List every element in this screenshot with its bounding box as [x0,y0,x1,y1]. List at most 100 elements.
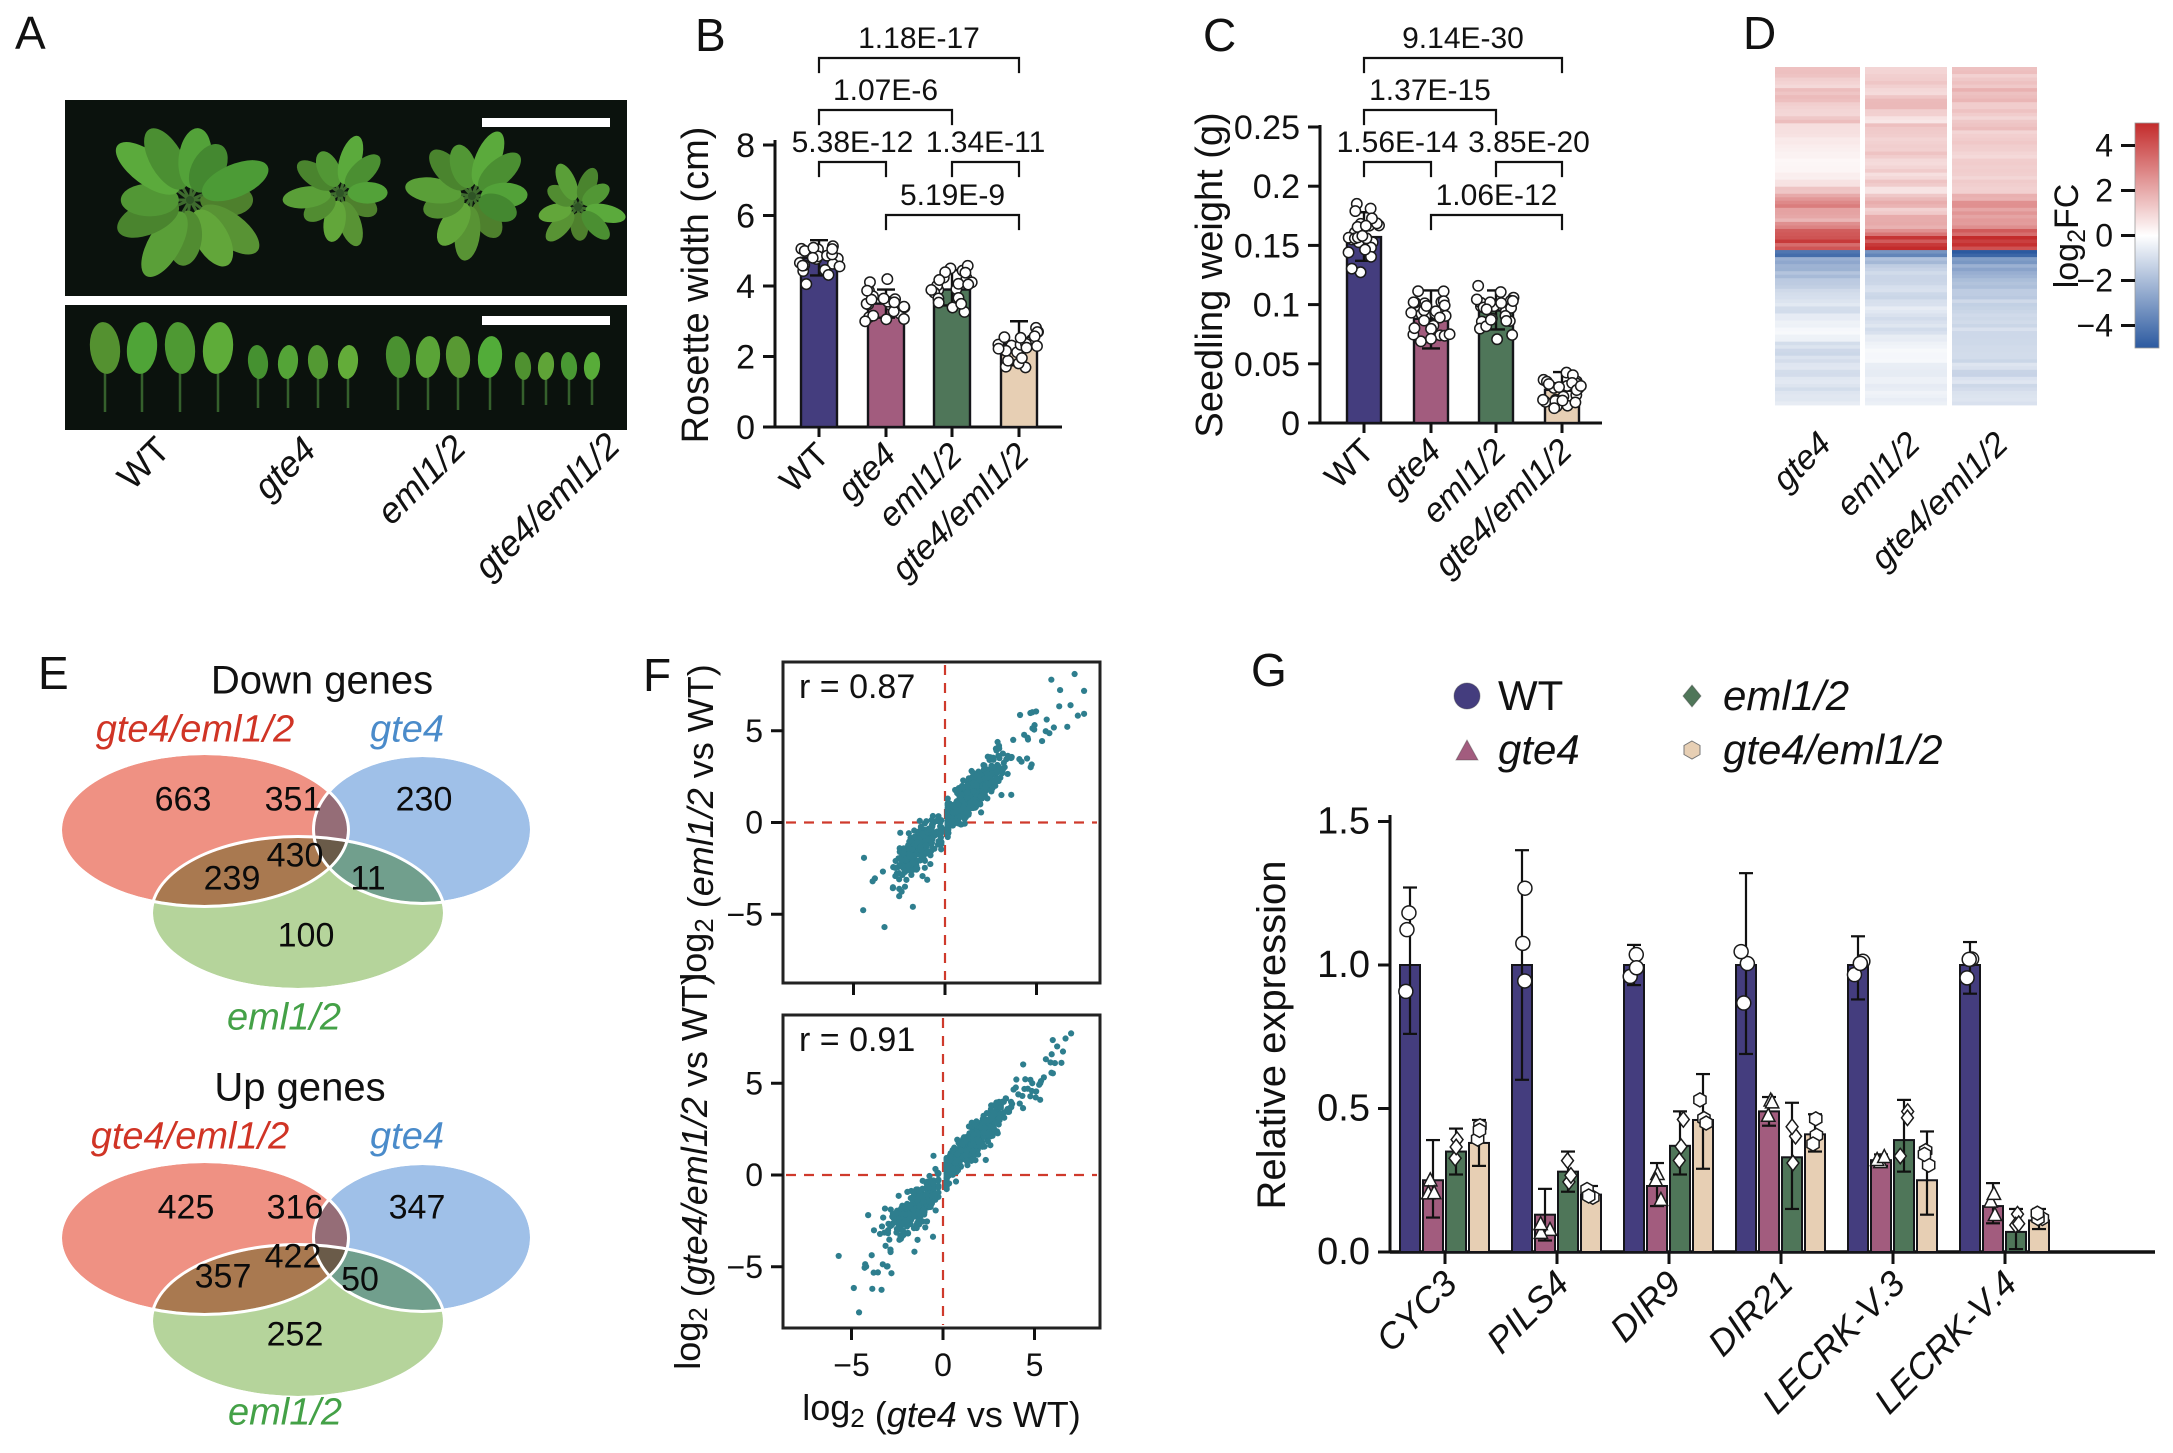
svg-text:log2FC: log2FC [2048,184,2091,289]
svg-text:1.0: 1.0 [1317,944,1370,986]
svg-text:Relative expression: Relative expression [1250,860,1294,1209]
venn-count: 425 [157,1188,215,1227]
panel-f-letter: F [643,649,672,701]
venn-down-title: Down genes [210,658,434,703]
svg-text:gte4/eml1/2: gte4/eml1/2 [466,425,628,587]
venn-down-set-gte4: gte4 [370,708,444,751]
svg-text:0.25: 0.25 [1234,109,1300,147]
panel-d-letter: D [1743,7,1777,59]
svg-text:0: 0 [745,1157,763,1193]
svg-text:gte4: gte4 [1765,425,1839,499]
legend-item-gte4eml12: gte4/eml1/2 [1677,726,1942,774]
svg-text:DIR9: DIR9 [1602,1263,1689,1350]
venn-count: 347 [388,1188,446,1227]
svg-text:0.1: 0.1 [1253,287,1300,325]
svg-text:PILS4: PILS4 [1478,1263,1576,1361]
wt-circle-icon [1453,682,1481,710]
venn-count: 230 [395,780,453,819]
svg-text:5: 5 [745,1065,763,1101]
svg-text:1.37E-15: 1.37E-15 [1369,74,1491,107]
venn-count: 100 [277,916,335,955]
svg-text:CYC3: CYC3 [1368,1263,1465,1360]
svg-text:2: 2 [2095,173,2113,209]
legend-item-gte4: gte4 [1452,726,1580,774]
venn-ring-C [150,835,446,991]
legend-label: gte4 [1498,726,1580,773]
svg-text:−5: −5 [727,896,763,932]
panel-c-letter: C [1203,9,1237,61]
venn-count: 357 [194,1257,252,1296]
svg-text:WT: WT [1317,432,1381,496]
svg-text:r = 0.91: r = 0.91 [799,1021,915,1059]
venn-down-set-gte4eml12: gte4/eml1/2 [95,708,295,751]
venn-up-set-gte4: gte4 [370,1115,444,1158]
venn-count: 430 [266,836,324,875]
svg-text:−4: −4 [2077,308,2113,344]
venn-count: 316 [266,1188,324,1227]
eml12-diamond-icon [1682,684,1702,708]
svg-text:5: 5 [1026,1347,1044,1383]
svg-text:8: 8 [736,127,755,165]
svg-text:5: 5 [745,713,763,749]
svg-text:WT: WT [109,429,178,498]
legend-label: gte4/eml1/2 [1723,726,1943,773]
venn-count: 50 [341,1260,379,1299]
venn-count: 663 [154,780,212,819]
svg-text:5.38E-12: 5.38E-12 [792,126,914,159]
svg-text:r = 0.87: r = 0.87 [799,668,915,706]
svg-text:1.5: 1.5 [1317,801,1370,843]
svg-text:0: 0 [745,805,763,841]
svg-text:Rosette width (cm): Rosette width (cm) [675,127,717,444]
venn-count: 422 [264,1237,322,1276]
svg-text:1.18E-17: 1.18E-17 [858,22,980,55]
svg-text:5.19E-9: 5.19E-9 [900,179,1005,212]
svg-text:2: 2 [736,339,755,377]
svg-text:6: 6 [736,198,755,236]
panel-e-letter: E [38,647,69,699]
svg-text:1.34E-11: 1.34E-11 [926,126,1046,159]
venn-up-set-gte4eml12: gte4/eml1/2 [90,1115,290,1158]
svg-text:0: 0 [1281,405,1300,443]
panel-g-letter: G [1251,644,1287,696]
svg-text:1.56E-14: 1.56E-14 [1337,126,1459,159]
svg-text:0.2: 0.2 [1253,168,1300,206]
svg-text:−5: −5 [727,1249,763,1285]
svg-text:0: 0 [934,1347,952,1383]
svg-text:0.5: 0.5 [1317,1088,1370,1130]
venn-count: 351 [264,780,322,819]
svg-text:−2: −2 [2077,263,2113,299]
gte4eml12-hexagon-icon [1683,740,1701,760]
svg-text:log2 (gte4/eml1/2 vs WT): log2 (gte4/eml1/2 vs WT) [667,973,715,1370]
svg-text:log2 (gte4 vs WT): log2 (gte4 vs WT) [802,1387,1081,1435]
venn-count: 252 [266,1315,324,1354]
svg-text:DIR21: DIR21 [1700,1263,1801,1364]
svg-text:−5: −5 [833,1347,869,1383]
svg-text:eml1/2: eml1/2 [368,427,473,532]
svg-text:gte4: gte4 [245,429,324,508]
svg-text:4: 4 [2095,128,2113,164]
svg-text:0.15: 0.15 [1234,227,1300,265]
venn-count: 11 [350,859,386,898]
svg-text:Seedling weight (g): Seedling weight (g) [1189,112,1231,437]
svg-text:1.06E-12: 1.06E-12 [1436,179,1558,212]
legend-label: eml1/2 [1723,672,1850,719]
svg-text:log2 (eml1/2 vs WT): log2 (eml1/2 vs WT) [673,664,721,981]
svg-text:0: 0 [2095,218,2113,254]
legend-item-eml12: eml1/2 [1677,672,1849,720]
svg-text:0: 0 [736,409,755,447]
panel-a-letter: A [15,7,46,59]
svg-text:1.07E-6: 1.07E-6 [833,74,938,107]
svg-text:9.14E-30: 9.14E-30 [1402,22,1524,55]
legend-item-wt: WT [1452,672,1563,720]
venn-up-title: Up genes [214,1065,386,1110]
panel-b-letter: B [695,9,726,61]
gte4-triangle-icon [1455,738,1479,761]
svg-text:3.85E-20: 3.85E-20 [1468,126,1590,159]
svg-text:WT: WT [772,436,836,500]
svg-text:0.0: 0.0 [1317,1231,1370,1273]
venn-count: 239 [203,859,261,898]
svg-text:4: 4 [736,268,755,306]
venn-up-set-eml12: eml1/2 [227,1391,343,1434]
